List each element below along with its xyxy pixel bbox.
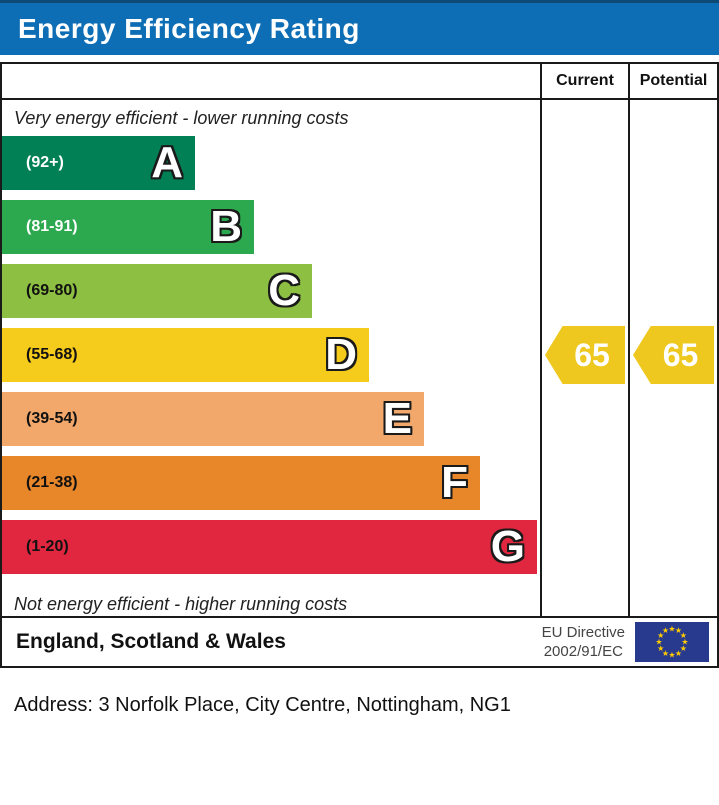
potential-column: 65 <box>630 100 717 616</box>
band-range-label: (92+) <box>26 154 64 171</box>
current-rating-value: 65 <box>574 336 610 373</box>
svg-text:★: ★ <box>675 626 682 635</box>
caption-not-efficient: Not energy efficient - higher running co… <box>14 593 348 614</box>
band-range-label: (1-20) <box>26 538 69 555</box>
band-letter: B <box>210 202 242 251</box>
potential-rating-arrow: 65 <box>633 326 714 384</box>
header-spacer-cell <box>2 64 542 98</box>
band-row-d: (55-68) D <box>2 328 540 382</box>
current-column: 65 <box>542 100 630 616</box>
band-row-f: (21-38) F <box>2 456 540 510</box>
eu-directive-line2: 2002/91/EC <box>543 643 623 660</box>
chart-body: Very energy efficient - lower running co… <box>2 100 717 616</box>
caption-very-efficient: Very energy efficient - lower running co… <box>14 107 349 128</box>
band-bar-g: (1-20) G <box>2 520 537 574</box>
svg-text:★: ★ <box>657 631 664 640</box>
svg-text:★: ★ <box>675 649 682 658</box>
region-label: England, Scotland & Wales <box>16 630 286 653</box>
band-letter: E <box>382 394 412 443</box>
page-title: Energy Efficiency Rating <box>18 13 360 44</box>
band-chart-area: Very energy efficient - lower running co… <box>2 100 542 616</box>
band-row-a: (92+) A <box>2 136 540 190</box>
svg-text:★: ★ <box>662 649 669 658</box>
band-range-label: (21-38) <box>26 474 78 491</box>
address-line: Address: 3 Norfolk Place, City Centre, N… <box>14 694 511 716</box>
band-bar-a: (92+) A <box>2 136 195 190</box>
energy-rating-chart: Current Potential Very energy efficient … <box>0 62 719 618</box>
eu-flag-icon: ★ ★ ★ ★ ★ ★ ★ ★ ★ ★ ★ ★ <box>635 622 709 662</box>
current-rating-arrow: 65 <box>545 326 625 384</box>
band-row-b: (81-91) B <box>2 200 540 254</box>
svg-text:★: ★ <box>657 644 664 653</box>
band-letter: G <box>490 522 525 571</box>
band-row-e: (39-54) E <box>2 392 540 446</box>
svg-text:★: ★ <box>668 625 675 634</box>
band-bar-f: (21-38) F <box>2 456 480 510</box>
band-range-label: (69-80) <box>26 282 78 299</box>
eu-directive-line1: EU Directive <box>541 623 625 641</box>
chart-header-row: Current Potential <box>2 64 717 100</box>
band-range-label: (39-54) <box>26 410 78 427</box>
svg-text:★: ★ <box>668 651 675 660</box>
band-bar-c: (69-80) C <box>2 264 312 318</box>
footer: England, Scotland & Wales EU Directive 2… <box>0 616 719 668</box>
eu-directive-label: EU Directive 2002/91/EC <box>542 623 625 662</box>
band-bar-e: (39-54) E <box>2 392 424 446</box>
svg-text:★: ★ <box>680 644 687 653</box>
band-row-g: (1-20) G <box>2 520 540 574</box>
svg-text:★: ★ <box>655 638 662 647</box>
column-header-potential: Potential <box>639 72 708 89</box>
band-bar-b: (81-91) B <box>2 200 254 254</box>
band-row-c: (69-80) C <box>2 264 540 318</box>
band-range-label: (81-91) <box>26 218 78 235</box>
potential-rating-value: 65 <box>662 336 699 373</box>
band-letter: D <box>325 330 357 379</box>
svg-text:★: ★ <box>680 631 687 640</box>
svg-text:★: ★ <box>681 638 688 647</box>
band-rows: (92+) A (81-91) B (69-80) C (55-68) D (39-54) E (2… <box>2 136 540 574</box>
band-bar-d: (55-68) D <box>2 328 369 382</box>
column-header-current: Current <box>542 64 630 98</box>
band-letter: F <box>441 458 468 507</box>
band-letter: A <box>151 138 183 187</box>
band-letter: C <box>268 266 300 315</box>
svg-text:★: ★ <box>662 626 669 635</box>
band-range-label: (55-68) <box>26 346 78 363</box>
title-bar: Energy Efficiency Rating <box>0 0 719 55</box>
